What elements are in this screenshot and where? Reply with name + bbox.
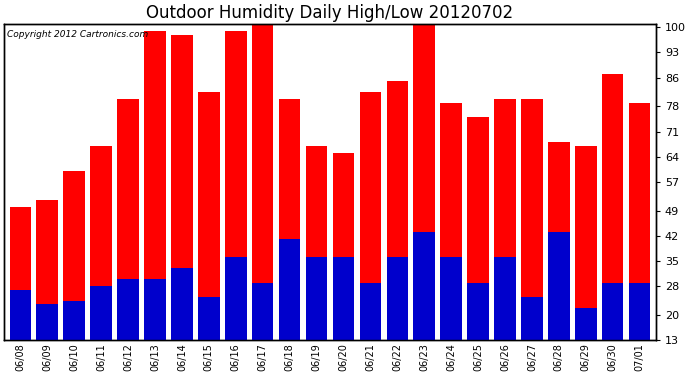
Bar <box>386 257 408 375</box>
Bar <box>467 282 489 375</box>
Bar <box>629 282 651 375</box>
Text: Copyright 2012 Cartronics.com: Copyright 2012 Cartronics.com <box>8 30 148 39</box>
Bar <box>306 146 327 375</box>
Bar <box>63 171 85 375</box>
Bar <box>548 232 570 375</box>
Bar <box>575 146 597 375</box>
Bar <box>440 103 462 375</box>
Bar <box>359 282 381 375</box>
Bar <box>171 34 193 375</box>
Bar <box>117 99 139 375</box>
Bar <box>225 257 246 375</box>
Bar <box>602 74 624 375</box>
Bar <box>386 81 408 375</box>
Bar <box>37 200 58 375</box>
Bar <box>10 290 31 375</box>
Bar <box>117 279 139 375</box>
Bar <box>413 232 435 375</box>
Bar <box>90 146 112 375</box>
Bar <box>144 31 166 375</box>
Bar <box>575 308 597 375</box>
Bar <box>333 257 354 375</box>
Bar <box>198 297 219 375</box>
Bar <box>494 99 516 375</box>
Bar <box>63 300 85 375</box>
Bar <box>198 92 219 375</box>
Bar <box>37 304 58 375</box>
Bar <box>359 92 381 375</box>
Bar <box>440 257 462 375</box>
Bar <box>279 239 300 375</box>
Bar <box>521 99 543 375</box>
Bar <box>144 279 166 375</box>
Bar <box>629 103 651 375</box>
Bar <box>333 153 354 375</box>
Bar <box>225 31 246 375</box>
Bar <box>10 207 31 375</box>
Bar <box>413 24 435 375</box>
Bar <box>548 142 570 375</box>
Bar <box>279 99 300 375</box>
Bar <box>494 257 516 375</box>
Bar <box>467 117 489 375</box>
Bar <box>90 286 112 375</box>
Bar <box>252 282 273 375</box>
Bar <box>602 282 624 375</box>
Bar <box>171 268 193 375</box>
Bar <box>521 297 543 375</box>
Bar <box>252 24 273 375</box>
Title: Outdoor Humidity Daily High/Low 20120702: Outdoor Humidity Daily High/Low 20120702 <box>146 4 513 22</box>
Bar <box>306 257 327 375</box>
